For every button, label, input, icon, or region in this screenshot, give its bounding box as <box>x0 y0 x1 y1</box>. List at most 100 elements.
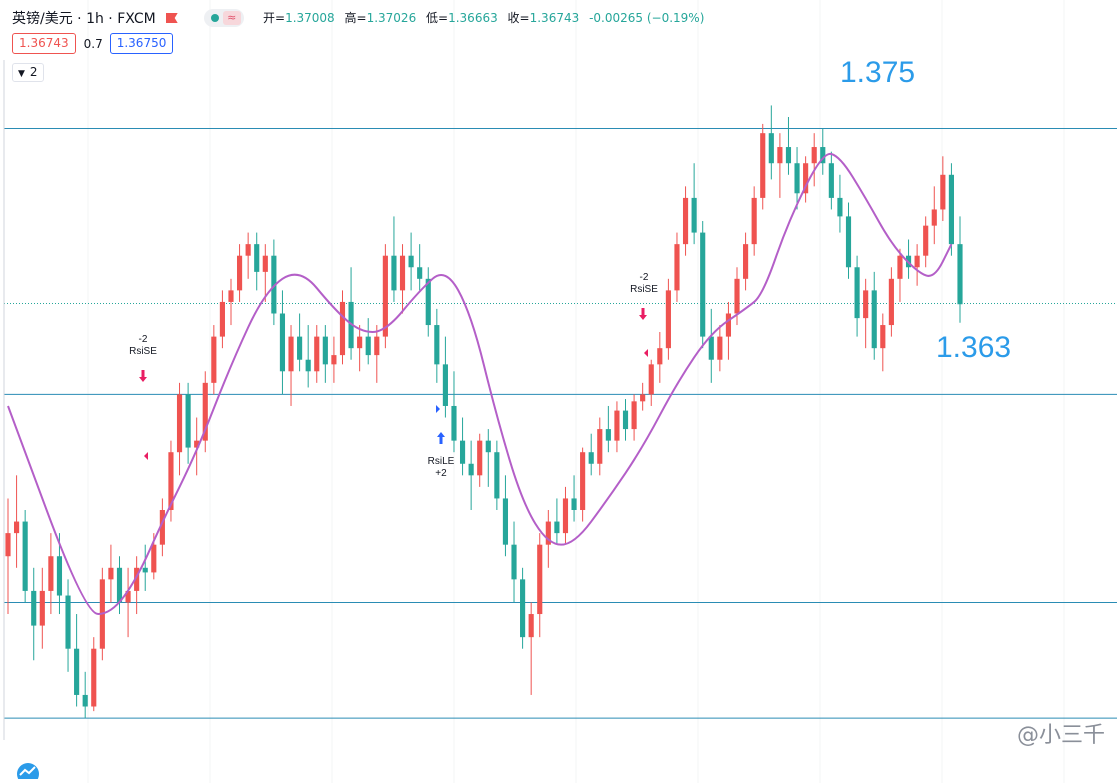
candle-body <box>537 544 543 615</box>
candle <box>957 216 963 323</box>
buy-price-button[interactable]: 1.36750 <box>109 33 174 54</box>
candle-body <box>837 197 843 217</box>
candle <box>888 267 894 337</box>
market-open-icon <box>210 14 219 22</box>
candle-body <box>562 498 569 534</box>
candle-body <box>305 359 311 372</box>
candle-body <box>648 364 654 395</box>
market-status-pill[interactable]: ≈ <box>203 9 244 27</box>
candle-body <box>194 440 200 448</box>
candle <box>948 163 954 256</box>
candle-body <box>957 244 963 305</box>
candle-body <box>65 595 71 649</box>
indicator-toggle-button[interactable]: ▼ 2 <box>12 63 44 82</box>
signal-line2: +2 <box>435 468 447 479</box>
candle-body <box>863 290 869 319</box>
tradingview-logo-icon[interactable] <box>14 761 42 779</box>
candle-body <box>425 278 431 326</box>
candle-body <box>820 147 826 164</box>
candle <box>339 290 346 365</box>
candle-body <box>357 336 363 349</box>
candle-body <box>168 452 174 510</box>
candle <box>785 116 792 175</box>
candle-body <box>845 216 852 268</box>
candle-body <box>622 410 629 430</box>
candle <box>245 232 251 279</box>
signal-line1: RsiLE <box>427 456 455 467</box>
candle-body <box>691 197 697 233</box>
candle-body <box>888 278 894 326</box>
candle <box>717 325 723 372</box>
candle-body <box>116 567 123 603</box>
ma-layer <box>7 152 953 616</box>
candle <box>845 202 852 279</box>
candle <box>605 405 611 453</box>
candle <box>794 147 800 210</box>
level-layer <box>3 60 1117 740</box>
watermark-text: @小三千 <box>1016 723 1105 748</box>
candle-body <box>725 313 732 337</box>
candle <box>348 267 354 360</box>
candle-body <box>614 410 620 441</box>
candle <box>271 239 277 326</box>
candle <box>219 290 225 349</box>
quote-row: 1.36743 0.7 1.36750 <box>12 33 174 54</box>
candle-body <box>331 355 337 365</box>
candle <box>777 133 783 198</box>
candle <box>588 433 594 476</box>
candle-body <box>279 313 286 372</box>
signal-line1: -2 <box>138 334 148 345</box>
candle-body <box>468 463 474 476</box>
candle <box>442 336 448 418</box>
flag-icon[interactable] <box>165 13 178 23</box>
candle <box>871 271 877 360</box>
candle-body <box>717 336 723 360</box>
candle <box>288 325 294 406</box>
candle-body <box>528 614 534 638</box>
candle <box>125 567 131 638</box>
candle-body <box>871 290 877 349</box>
sell-price-button[interactable]: 1.36743 <box>12 33 76 54</box>
candle <box>837 174 843 233</box>
candle-body <box>125 590 131 603</box>
spread-value: 0.7 <box>83 36 103 51</box>
candle-body <box>22 521 28 591</box>
candle-body <box>760 133 766 198</box>
candle-body <box>571 498 577 510</box>
candle-body <box>700 232 706 337</box>
candle-body <box>948 174 954 245</box>
candle <box>82 671 88 719</box>
candle <box>297 313 303 372</box>
candle-body <box>502 498 509 545</box>
candle-body <box>365 336 371 356</box>
candle <box>614 401 620 453</box>
candle <box>142 544 148 591</box>
candle <box>39 567 45 649</box>
candle-body <box>803 163 809 194</box>
candle-body <box>31 590 37 626</box>
candle-body <box>82 694 88 707</box>
candle <box>828 151 834 210</box>
arrow-down-icon <box>139 370 147 382</box>
candle <box>520 567 526 649</box>
candle-body <box>314 336 320 372</box>
candle-body <box>91 648 97 707</box>
candle <box>562 486 569 545</box>
candle <box>820 128 826 175</box>
candle-body <box>322 336 328 365</box>
open-value: 1.37008 <box>285 11 335 25</box>
candle <box>331 336 337 383</box>
low-value: 1.36663 <box>448 11 498 25</box>
candle-body <box>151 544 157 573</box>
candle-body <box>176 394 183 453</box>
symbol-title[interactable]: 英镑/美元 · 1h · FXCM <box>12 11 156 27</box>
candle-body <box>459 440 466 464</box>
candle-layer <box>5 105 963 719</box>
candle-body <box>811 147 817 164</box>
candle-body <box>374 336 380 356</box>
chart-header: 英镑/美元 · 1h · FXCM ≈ <box>12 8 244 28</box>
candle <box>417 244 423 291</box>
candle-body <box>202 382 208 441</box>
candle <box>580 447 586 522</box>
